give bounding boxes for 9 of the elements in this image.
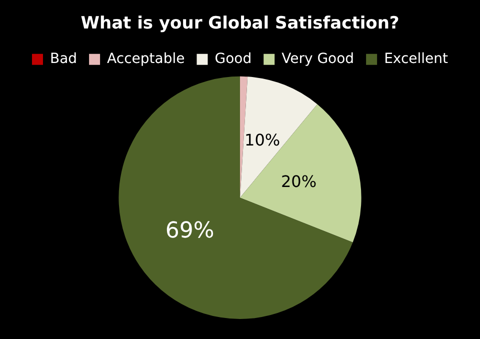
data-label: 69%	[165, 218, 214, 244]
legend-label: Good	[214, 51, 252, 68]
chart-title: What is your Global Satisfaction?	[80, 14, 400, 34]
legend-label: Very Good	[282, 51, 354, 68]
legend-label: Acceptable	[107, 51, 185, 68]
legend-label: Bad	[50, 51, 78, 68]
data-label: 10%	[244, 130, 280, 150]
data-label: 20%	[280, 172, 317, 191]
legend-label: Excellent	[384, 51, 449, 68]
